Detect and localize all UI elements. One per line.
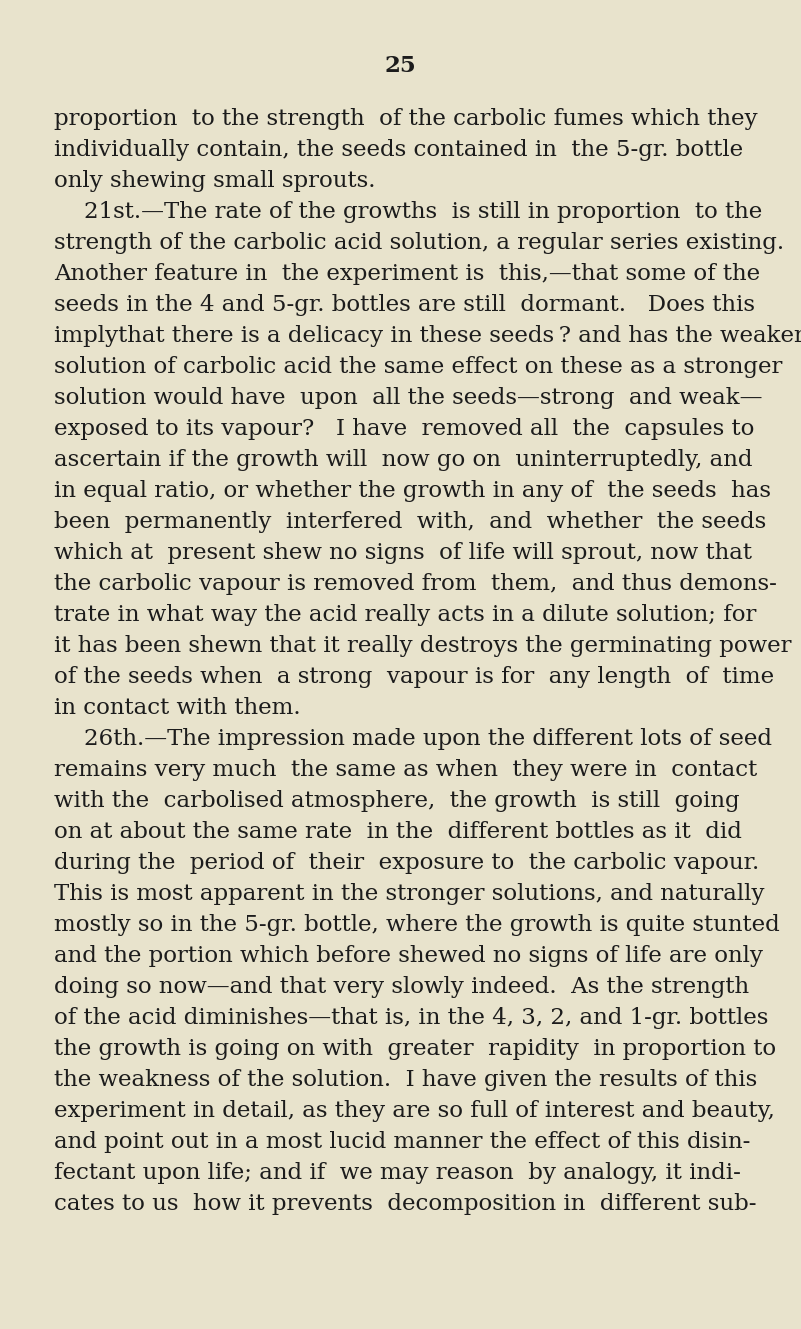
Text: ascertain if the growth will  now go on  uninterruptedly, and: ascertain if the growth will now go on u… <box>54 449 752 470</box>
Text: 21st.—The rate of the growths  is still in proportion  to the: 21st.—The rate of the growths is still i… <box>84 201 763 223</box>
Text: and the portion which before shewed no signs of life are only: and the portion which before shewed no s… <box>54 945 763 968</box>
Text: proportion  to the strength  of the carbolic fumes which they: proportion to the strength of the carbol… <box>54 108 758 130</box>
Text: trate in what way the acid really acts in a dilute solution; for: trate in what way the acid really acts i… <box>54 603 756 626</box>
Text: 26th.—The impression made upon the different lots of seed: 26th.—The impression made upon the diffe… <box>84 728 772 750</box>
Text: seeds in the 4 and 5-gr. bottles are still  dormant.   Does this: seeds in the 4 and 5-gr. bottles are sti… <box>54 294 755 316</box>
Text: only shewing small sprouts.: only shewing small sprouts. <box>54 170 376 191</box>
Text: which at  present shew no signs  of life will sprout, now that: which at present shew no signs of life w… <box>54 542 752 563</box>
Text: the weakness of the solution.  I have given the results of this: the weakness of the solution. I have giv… <box>54 1069 757 1091</box>
Text: doing so now—and that very slowly indeed.  As the strength: doing so now—and that very slowly indeed… <box>54 975 749 998</box>
Text: Another feature in  the experiment is  this,—that some of the: Another feature in the experiment is thi… <box>54 263 760 284</box>
Text: strength of the carbolic acid solution, a regular series existing.: strength of the carbolic acid solution, … <box>54 233 784 254</box>
Text: solution of carbolic acid the same effect on these as a stronger: solution of carbolic acid the same effec… <box>54 356 783 377</box>
Text: during the  period of  their  exposure to  the carbolic vapour.: during the period of their exposure to t… <box>54 852 759 874</box>
Text: fectant upon life; and if  we may reason  by analogy, it indi-: fectant upon life; and if we may reason … <box>54 1162 741 1184</box>
Text: experiment in detail, as they are so full of interest and beauty,: experiment in detail, as they are so ful… <box>54 1100 775 1122</box>
Text: of the seeds when  a strong  vapour is for  any length  of  time: of the seeds when a strong vapour is for… <box>54 666 774 688</box>
Text: This is most apparent in the stronger solutions, and naturally: This is most apparent in the stronger so… <box>54 882 764 905</box>
Text: in contact with them.: in contact with them. <box>54 696 300 719</box>
Text: cates to us  how it prevents  decomposition in  different sub-: cates to us how it prevents decompositio… <box>54 1193 756 1215</box>
Text: in equal ratio, or whether the growth in any of  the seeds  has: in equal ratio, or whether the growth in… <box>54 480 771 502</box>
Text: the growth is going on with  greater  rapidity  in proportion to: the growth is going on with greater rapi… <box>54 1038 776 1061</box>
Text: it has been shewn that it really destroys the germinating power: it has been shewn that it really destroy… <box>54 635 791 657</box>
Text: implythat there is a delicacy in these seeds ? and has the weaker: implythat there is a delicacy in these s… <box>54 326 801 347</box>
Text: on at about the same rate  in the  different bottles as it  did: on at about the same rate in the differe… <box>54 821 742 843</box>
Text: exposed to its vapour?   I have  removed all  the  capsules to: exposed to its vapour? I have removed al… <box>54 419 755 440</box>
Text: individually contain, the seeds contained in  the 5-gr. bottle: individually contain, the seeds containe… <box>54 140 743 161</box>
Text: with the  carbolised atmosphere,  the growth  is still  going: with the carbolised atmosphere, the grow… <box>54 789 739 812</box>
Text: solution would have  upon  all the seeds—strong  and weak—: solution would have upon all the seeds—s… <box>54 387 763 409</box>
Text: mostly so in the 5-gr. bottle, where the growth is quite stunted: mostly so in the 5-gr. bottle, where the… <box>54 914 779 936</box>
Text: the carbolic vapour is removed from  them,  and thus demons-: the carbolic vapour is removed from them… <box>54 573 777 595</box>
Text: remains very much  the same as when  they were in  contact: remains very much the same as when they … <box>54 759 757 781</box>
Text: of the acid diminishes—that is, in the 4, 3, 2, and 1-gr. bottles: of the acid diminishes—that is, in the 4… <box>54 1007 768 1029</box>
Text: and point out in a most lucid manner the effect of this disin-: and point out in a most lucid manner the… <box>54 1131 751 1154</box>
Text: been  permanently  interfered  with,  and  whether  the seeds: been permanently interfered with, and wh… <box>54 510 767 533</box>
Text: 25: 25 <box>384 54 417 77</box>
